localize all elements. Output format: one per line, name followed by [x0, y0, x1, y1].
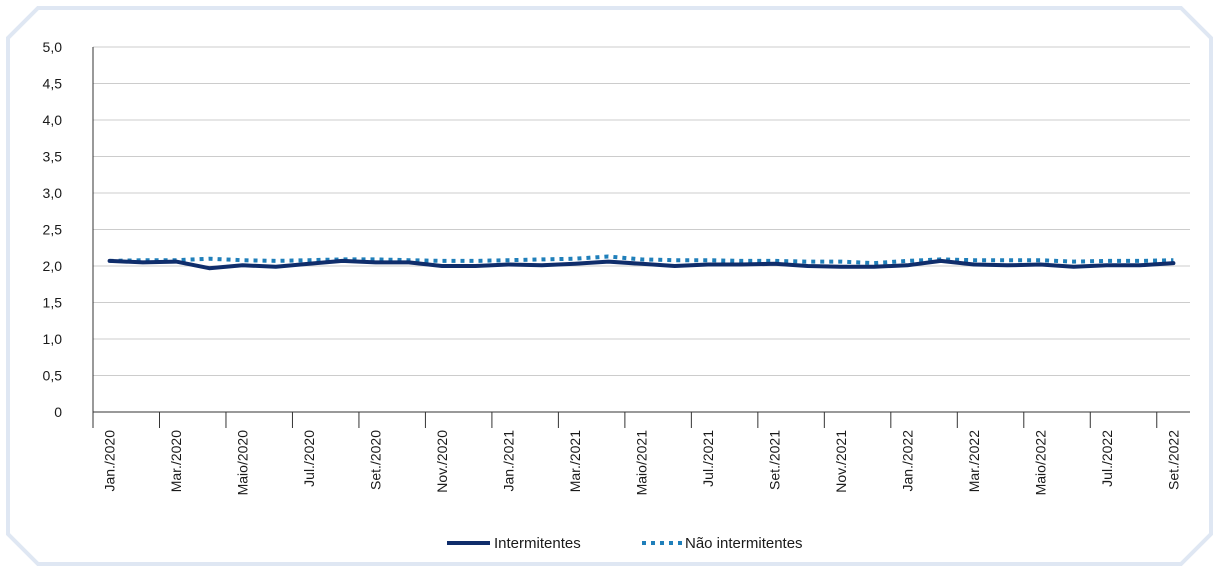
gridlines — [93, 46, 1190, 376]
y-tick-label: 2,5 — [43, 222, 63, 238]
frame-border — [6, 6, 1213, 566]
y-tick-label: 2,0 — [43, 258, 63, 274]
x-tick-label: Maio/2020 — [235, 430, 251, 496]
x-tick-label: Maio/2022 — [1032, 430, 1048, 496]
series-line-intermitentes — [107, 258, 1176, 271]
x-tick-label: Mar./2022 — [966, 430, 982, 492]
x-tick-label: Set./2021 — [766, 430, 782, 490]
y-tick-label: 1,5 — [43, 295, 63, 311]
y-tick-label: 3,5 — [43, 149, 63, 165]
x-tick-label: Set./2022 — [1165, 430, 1181, 490]
y-tick-label: 3,0 — [43, 185, 63, 201]
x-axis-ticks: Jan./2020 Mar./2020 Maio/2020 Jul./2020 Set.… — [92, 412, 1181, 496]
x-tick-label: Mar./2021 — [567, 430, 583, 492]
y-axis-ticks: 0 0,5 1,0 1,5 2,0 2,5 3,0 3,5 4,0 4,5 5,0 — [43, 39, 63, 420]
legend-label-intermitentes: Intermitentes — [494, 535, 581, 552]
x-tick-label: Jul./2022 — [1099, 430, 1115, 487]
x-tick-label: Jul./2020 — [301, 430, 317, 487]
y-tick-label: 4,5 — [43, 76, 63, 92]
x-tick-label: Jan./2020 — [102, 430, 118, 492]
x-tick-label: Maio/2021 — [634, 430, 650, 496]
legend-label-nao-intermitentes: Não intermitentes — [685, 535, 803, 552]
series-lines — [107, 254, 1176, 271]
x-tick-label: Mar./2020 — [168, 430, 184, 492]
axes — [92, 47, 1190, 413]
y-tick-label: 5,0 — [43, 39, 63, 55]
x-tick-label: Jul./2021 — [700, 430, 716, 487]
y-tick-label: 4,0 — [43, 112, 63, 128]
x-tick-label: Set./2020 — [368, 430, 384, 490]
legend: Intermitentes Não intermitentes — [447, 535, 803, 552]
y-tick-label: 0 — [54, 404, 62, 420]
y-tick-label: 1,0 — [43, 331, 63, 347]
x-tick-label: Nov./2021 — [833, 430, 849, 493]
x-tick-label: Jan./2021 — [501, 430, 517, 492]
y-tick-label: 0,5 — [43, 368, 63, 384]
line-chart: 0 0,5 1,0 1,5 2,0 2,5 3,0 3,5 4,0 4,5 5,0 Jan./202… — [43, 39, 1190, 552]
x-tick-label: Nov./2020 — [434, 430, 450, 493]
series-line-nao-intermitentes — [109, 254, 1174, 266]
x-tick-label: Jan./2022 — [899, 430, 915, 492]
